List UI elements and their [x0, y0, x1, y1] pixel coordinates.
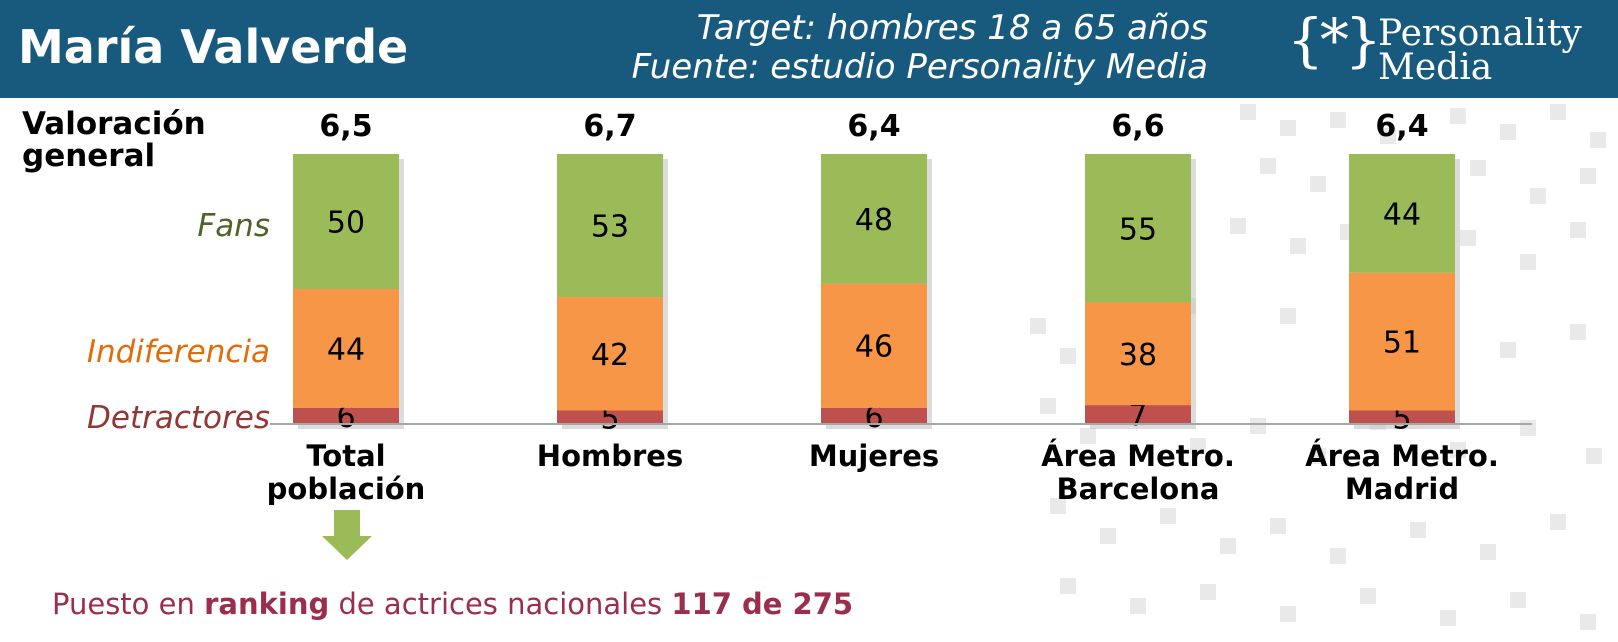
ranking-prefix: Puesto en: [52, 587, 205, 621]
bar-segment-indiferencia: [557, 297, 663, 411]
fans-label: Fans: [197, 208, 270, 244]
bar-segment-detractores: [1085, 405, 1191, 424]
category-label: Mujeres: [809, 439, 939, 473]
source-text: Fuente: estudio Personality Media: [631, 47, 1208, 87]
category-label: Hombres: [537, 439, 683, 473]
page-title: María Valverde: [18, 20, 409, 74]
data-label-indiferencia: 46: [855, 330, 893, 365]
valoracion-value: 6,7: [583, 109, 636, 144]
bar-segment-fans: [293, 154, 399, 289]
bar-segment-detractores: [821, 407, 927, 424]
valoracion-value: 6,5: [319, 109, 372, 144]
logo-brace-icon: {*}: [1287, 6, 1382, 74]
data-label-fans: 55: [1119, 212, 1157, 247]
bar-segment-detractores: [1349, 410, 1455, 424]
data-label-fans: 44: [1383, 197, 1421, 232]
category-label: Madrid: [1345, 472, 1459, 506]
ranking-middle: de actrices nacionales: [329, 587, 672, 621]
data-label-indiferencia: 51: [1383, 326, 1421, 361]
data-label-detractores: 6: [864, 400, 883, 435]
category-label: población: [267, 472, 426, 506]
data-label-indiferencia: 44: [327, 332, 365, 367]
bar-segment-indiferencia: [1085, 302, 1191, 406]
ranking-footer: Puesto en ranking de actrices nacionales…: [52, 587, 853, 621]
indiferencia-label: Indiferencia: [86, 334, 270, 370]
ranking-word: ranking: [204, 587, 330, 621]
bar-segment-fans: [1349, 154, 1455, 273]
valoracion-value: 6,4: [1375, 109, 1428, 144]
category-label: Total: [306, 439, 385, 473]
data-label-fans: 53: [591, 210, 629, 245]
data-label-fans: 50: [327, 206, 365, 241]
bar-segment-detractores: [293, 407, 399, 424]
logo-text-line2: Media: [1378, 47, 1493, 88]
bar-segment-fans: [1085, 154, 1191, 303]
ranking-value: 117 de 275: [671, 587, 854, 621]
detractores-label: Detractores: [87, 400, 270, 436]
category-label: Área Metro.: [1305, 439, 1499, 473]
valoracion-value: 6,6: [1111, 109, 1164, 144]
valoracion-general-label: Valoración general: [22, 106, 206, 174]
target-text: Target: hombres 18 a 65 años: [696, 8, 1208, 48]
bar-segment-indiferencia: [1349, 272, 1455, 411]
data-label-indiferencia: 38: [1119, 338, 1157, 373]
down-arrow-icon: [322, 510, 372, 560]
valoracion-value: 6,4: [847, 109, 900, 144]
data-label-indiferencia: 42: [591, 338, 629, 373]
header-bar: María Valverde Target: hombres 18 a 65 a…: [0, 0, 1618, 98]
category-label: Área Metro.: [1041, 439, 1235, 473]
bar-segment-indiferencia: [293, 289, 399, 408]
data-label-detractores: 6: [336, 400, 355, 435]
bar-segment-fans: [821, 154, 927, 284]
bar-segment-detractores: [557, 410, 663, 424]
bar-segment-fans: [557, 154, 663, 298]
data-label-fans: 48: [855, 203, 893, 238]
logo-text-line1: Personality: [1378, 13, 1582, 54]
category-label: Barcelona: [1057, 472, 1220, 506]
bar-segment-indiferencia: [821, 283, 927, 408]
